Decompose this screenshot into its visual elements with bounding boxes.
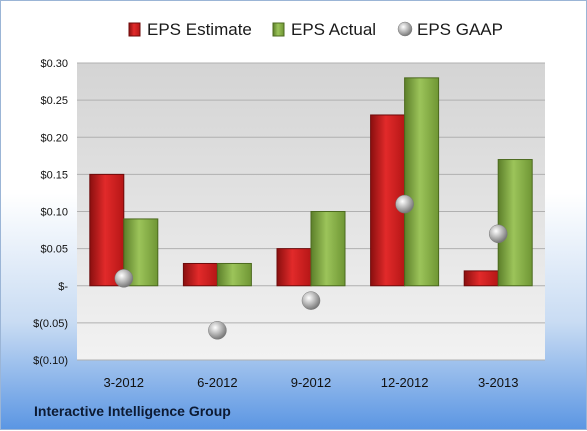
y-tick-label: $(0.05) (33, 318, 68, 330)
x-axis: 3-2012 6-2012 9-2012 12-2012 3-2013 (104, 375, 519, 390)
legend-marker-gaap (397, 21, 413, 37)
bar-eps-estimate (463, 270, 499, 287)
x-tick-label: 3-2012 (104, 375, 144, 390)
y-tick-label: $0.25 (40, 95, 68, 107)
y-tick-label: $0.05 (40, 244, 68, 256)
legend-marker-actual (272, 22, 285, 37)
bar-eps-actual (216, 262, 252, 287)
y-tick-label: $0.15 (40, 169, 68, 181)
x-tick-label: 9-2012 (291, 375, 331, 390)
legend-label: EPS Estimate (147, 20, 252, 39)
point-eps-gaap (208, 321, 227, 340)
legend-marker-estimate (128, 22, 141, 37)
y-tick-label: $(0.10) (33, 355, 68, 367)
company-name: Interactive Intelligence Group (34, 403, 231, 419)
point-eps-gaap (114, 269, 134, 288)
bar-eps-actual (123, 218, 159, 287)
bar-eps-actual (497, 159, 533, 287)
x-tick-label: 12-2012 (381, 375, 429, 390)
x-tick-label: 6-2012 (197, 375, 237, 390)
point-eps-gaap (301, 291, 321, 310)
point-eps-gaap (488, 224, 508, 244)
bar-eps-actual (404, 77, 440, 287)
legend: EPS Estimate EPS Actual EPS GAAP (128, 20, 503, 39)
bar-eps-estimate (276, 248, 312, 287)
y-tick-label: $- (58, 281, 68, 293)
y-axis: $0.30 $0.25 $0.20 $0.15 $0.10 $0.05 $- $(0.05) $… (33, 58, 68, 367)
bar-eps-estimate (89, 173, 125, 287)
gaap-points (114, 194, 508, 340)
legend-label: EPS GAAP (417, 20, 503, 39)
bar-eps-actual (310, 211, 346, 287)
y-tick-label: $0.30 (40, 58, 68, 70)
y-tick-label: $0.10 (40, 207, 68, 219)
y-tick-label: $0.20 (40, 132, 68, 144)
legend-label: EPS Actual (291, 20, 376, 39)
bar-eps-estimate (182, 262, 218, 287)
x-tick-label: 3-2013 (478, 375, 518, 390)
point-eps-gaap (395, 194, 414, 214)
